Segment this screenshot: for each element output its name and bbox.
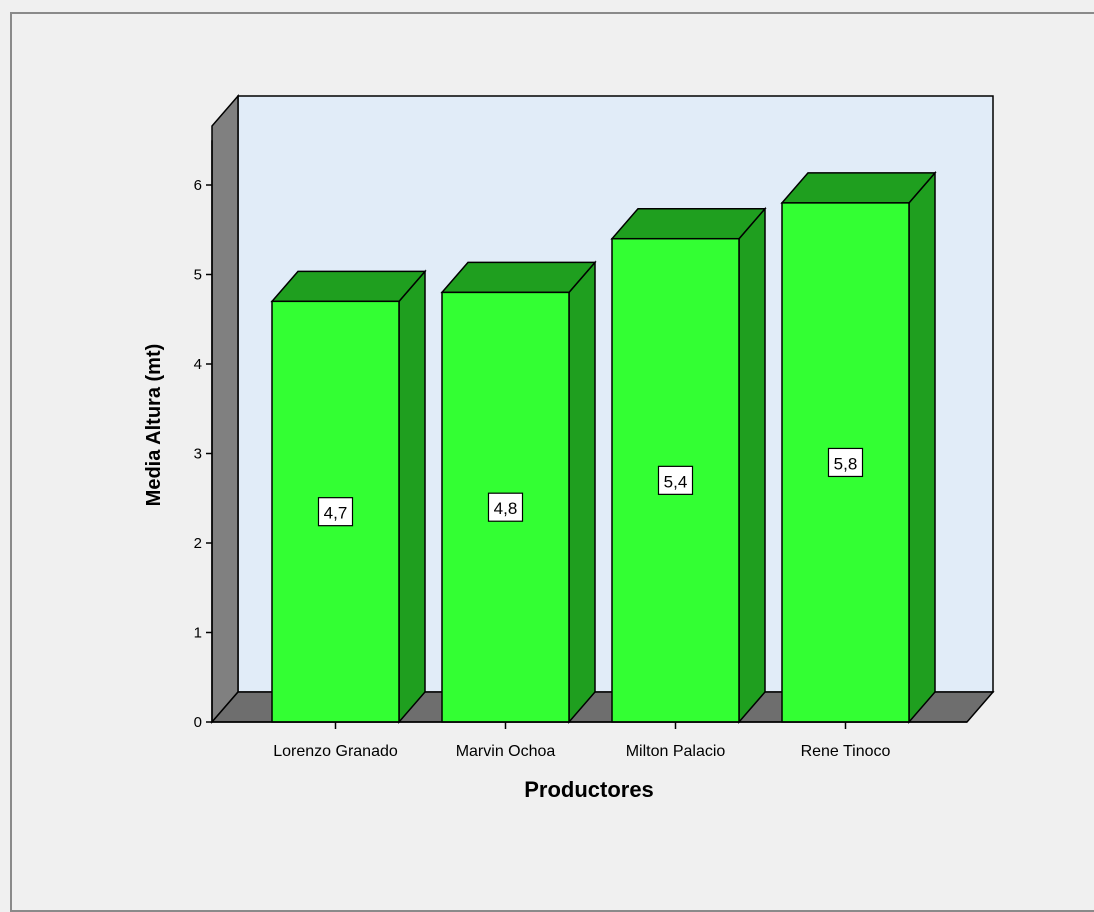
- bar-side: [569, 262, 595, 722]
- y-tick-label: 2: [194, 535, 202, 552]
- bar: 4,8: [442, 262, 595, 722]
- data-label: 5,4: [664, 472, 688, 491]
- bar-top: [272, 271, 425, 301]
- side-wall: [212, 96, 238, 722]
- y-tick-label: 5: [194, 267, 202, 284]
- data-label: 5,8: [834, 454, 858, 473]
- bar-side: [909, 173, 935, 722]
- y-tick-label: 6: [194, 177, 202, 194]
- x-tick-label: Rene Tinoco: [801, 743, 891, 760]
- bar-side: [399, 271, 425, 722]
- y-axis-title: Media Altura (mt): [143, 344, 165, 507]
- y-axis: 0 1 2 3 4 5 6: [194, 140, 212, 731]
- bar-top: [782, 173, 935, 203]
- bar: 5,8: [782, 173, 935, 722]
- y-tick-label: 4: [194, 356, 202, 373]
- y-tick-label: 1: [194, 625, 202, 642]
- x-tick-label: Lorenzo Granado: [273, 743, 398, 760]
- bar-chart: 0 1 2 3 4 5 6 4,7 4,8 5,4 5,8 Lorenzo Granado Marv…: [0, 0, 1094, 886]
- x-tick-label: Milton Palacio: [626, 743, 726, 760]
- y-tick-label: 0: [194, 714, 202, 731]
- bar-top: [612, 209, 765, 239]
- x-axis: Lorenzo Granado Marvin Ochoa Milton Palaci…: [212, 722, 967, 760]
- bar: 5,4: [612, 209, 765, 722]
- data-label: 4,7: [324, 504, 348, 523]
- bar-top: [442, 262, 595, 292]
- data-label: 4,8: [494, 499, 518, 518]
- bar: 4,7: [272, 271, 425, 722]
- x-tick-label: Marvin Ochoa: [456, 743, 556, 760]
- bar-side: [739, 209, 765, 722]
- y-tick-label: 3: [194, 446, 202, 463]
- x-axis-title: Productores: [524, 777, 654, 802]
